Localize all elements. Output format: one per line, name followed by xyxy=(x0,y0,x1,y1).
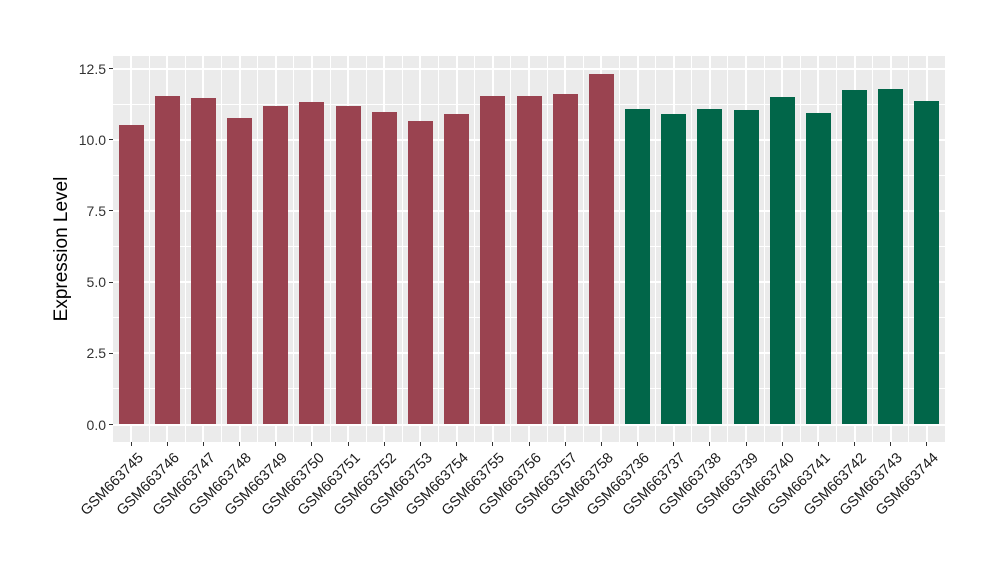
y-tick-label: 10.0 xyxy=(78,131,106,148)
bar-GSM663739 xyxy=(733,110,759,425)
x-tick-mark xyxy=(347,442,349,446)
bar-GSM663751 xyxy=(335,106,361,425)
gridline-x-minor xyxy=(510,56,512,442)
bar-GSM663744 xyxy=(914,100,940,425)
x-tick-mark xyxy=(275,442,277,446)
x-tick-mark xyxy=(383,442,385,446)
y-tick-label: 2.5 xyxy=(86,345,106,362)
y-tick-mark xyxy=(109,210,113,212)
bar-GSM663737 xyxy=(661,114,687,425)
gridline-x-minor xyxy=(872,56,874,442)
plot-panel xyxy=(113,56,945,442)
y-tick-mark xyxy=(109,281,113,283)
gridline-x-minor xyxy=(691,56,693,442)
bar-GSM663736 xyxy=(625,108,651,425)
bar-GSM663754 xyxy=(444,113,470,425)
y-tick-mark xyxy=(109,139,113,141)
x-tick-mark xyxy=(926,442,928,446)
x-tick-mark xyxy=(456,442,458,446)
y-tick-label: 5.0 xyxy=(86,274,106,291)
bar-GSM663738 xyxy=(697,108,723,425)
x-tick-mark xyxy=(564,442,566,446)
bar-GSM663748 xyxy=(227,118,253,425)
gridline-x-minor xyxy=(835,56,837,442)
x-tick-mark xyxy=(202,442,204,446)
bar-GSM663746 xyxy=(154,95,180,425)
bar-GSM663753 xyxy=(407,120,433,425)
gridline-x-minor xyxy=(582,56,584,442)
bar-GSM663743 xyxy=(878,88,904,425)
y-tick-mark xyxy=(109,352,113,354)
x-tick-mark xyxy=(239,442,241,446)
gridline-x-minor xyxy=(401,56,403,442)
gridline-x-minor xyxy=(546,56,548,442)
y-tick-label: 7.5 xyxy=(86,202,106,219)
gridline-x-minor xyxy=(365,56,367,442)
x-tick-mark xyxy=(890,442,892,446)
bar-GSM663755 xyxy=(480,95,506,425)
bar-GSM663756 xyxy=(516,95,542,425)
x-tick-mark xyxy=(817,442,819,446)
gridline-x-minor xyxy=(727,56,729,442)
bar-GSM663747 xyxy=(190,98,216,425)
x-tick-mark xyxy=(311,442,313,446)
bar-GSM663749 xyxy=(263,106,289,425)
bar-GSM663740 xyxy=(769,96,795,425)
bar-GSM663745 xyxy=(118,124,144,425)
x-tick-mark xyxy=(673,442,675,446)
gridline-x-minor xyxy=(438,56,440,442)
x-tick-mark xyxy=(745,442,747,446)
gridline-x-minor xyxy=(763,56,765,442)
bar-GSM663750 xyxy=(299,101,325,425)
x-tick-mark xyxy=(419,442,421,446)
bar-GSM663742 xyxy=(842,89,868,425)
gridline-x-minor xyxy=(618,56,620,442)
y-tick-label: 12.5 xyxy=(78,60,106,77)
y-axis-title: Expression Level xyxy=(51,176,72,322)
gridline-x-minor xyxy=(329,56,331,442)
gridline-x-minor xyxy=(799,56,801,442)
x-tick-mark xyxy=(166,442,168,446)
x-tick-mark xyxy=(130,442,132,446)
y-tick-mark xyxy=(109,68,113,69)
bar-GSM663757 xyxy=(552,93,578,425)
gridline-x-minor xyxy=(293,56,295,442)
x-tick-mark xyxy=(600,442,602,446)
x-tick-mark xyxy=(709,442,711,446)
x-tick-mark xyxy=(854,442,856,446)
x-tick-mark xyxy=(781,442,783,446)
y-tick-label: 0.0 xyxy=(86,416,106,433)
y-tick-mark xyxy=(109,424,113,425)
gridline-x-minor xyxy=(148,56,150,442)
bar-GSM663752 xyxy=(371,112,397,425)
gridline-x-minor xyxy=(908,56,910,442)
gridline-x-minor xyxy=(184,56,186,442)
gridline-x-minor xyxy=(474,56,476,442)
x-tick-mark xyxy=(637,442,639,446)
x-tick-mark xyxy=(492,442,494,446)
gridline-x-minor xyxy=(221,56,223,442)
bar-GSM663758 xyxy=(588,73,614,425)
x-tick-mark xyxy=(528,442,530,446)
gridline-x-minor xyxy=(257,56,259,442)
gridline-x-minor xyxy=(655,56,657,442)
bar-GSM663741 xyxy=(805,112,831,425)
